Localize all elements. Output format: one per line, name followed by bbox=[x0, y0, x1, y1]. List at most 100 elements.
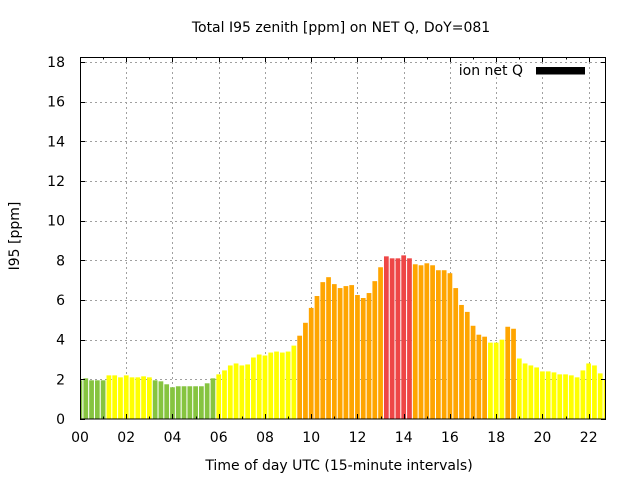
bar bbox=[303, 322, 308, 419]
bar bbox=[488, 342, 493, 419]
bar bbox=[464, 311, 470, 419]
bar bbox=[511, 328, 516, 419]
bar bbox=[80, 380, 83, 419]
bar bbox=[135, 377, 141, 419]
bar bbox=[256, 354, 262, 419]
y-tick-label: 18 bbox=[47, 55, 65, 71]
bar bbox=[563, 374, 568, 419]
y-tick-label: 2 bbox=[56, 372, 65, 388]
y-tick-label: 0 bbox=[56, 412, 65, 428]
x-tick-label: 00 bbox=[71, 430, 89, 446]
x-tick-label: 16 bbox=[441, 430, 459, 446]
bar bbox=[274, 351, 279, 419]
y-tick-label: 16 bbox=[47, 95, 65, 111]
bar bbox=[141, 376, 146, 419]
bar bbox=[118, 377, 123, 419]
bar bbox=[441, 270, 447, 419]
x-tick-label: 08 bbox=[256, 430, 274, 446]
bar bbox=[557, 374, 563, 419]
bar bbox=[175, 386, 181, 419]
bar bbox=[470, 325, 476, 419]
x-tick-label: 20 bbox=[533, 430, 551, 446]
bar bbox=[170, 387, 175, 419]
x-tick-label: 22 bbox=[580, 430, 598, 446]
bar bbox=[349, 285, 355, 419]
bar bbox=[233, 363, 239, 419]
bar bbox=[89, 380, 94, 419]
bar bbox=[123, 375, 129, 419]
bar bbox=[389, 258, 395, 419]
x-tick-label: 06 bbox=[210, 430, 228, 446]
bar bbox=[505, 326, 511, 419]
bar bbox=[268, 352, 274, 419]
bars bbox=[80, 255, 606, 419]
bar bbox=[436, 270, 441, 419]
bar bbox=[158, 381, 164, 419]
bar bbox=[216, 374, 222, 419]
bar bbox=[574, 377, 580, 419]
bar bbox=[568, 375, 574, 419]
x-tick-label: 12 bbox=[349, 430, 367, 446]
bar bbox=[320, 282, 326, 419]
bar bbox=[482, 336, 487, 419]
y-tick-labels: 0 2 4 6 8 10 12 14 16 18 bbox=[47, 55, 65, 428]
bar bbox=[366, 293, 372, 419]
bar bbox=[516, 358, 522, 419]
bar bbox=[401, 255, 407, 419]
legend: ion net Q bbox=[459, 63, 585, 79]
bar bbox=[534, 367, 540, 419]
bar bbox=[580, 370, 586, 419]
bar bbox=[395, 258, 401, 419]
bar bbox=[459, 304, 464, 419]
bar bbox=[326, 277, 331, 419]
x-tick-label: 10 bbox=[302, 430, 320, 446]
bar bbox=[222, 370, 227, 419]
y-axis-label: I95 [ppm] bbox=[7, 202, 23, 271]
bar bbox=[355, 295, 360, 419]
bar bbox=[603, 379, 606, 419]
bar bbox=[331, 284, 337, 419]
chart-title: Total I95 zenith [ppm] on NET Q, DoY=081 bbox=[191, 20, 490, 36]
bar bbox=[424, 263, 430, 419]
grid bbox=[80, 57, 606, 419]
bar bbox=[146, 377, 152, 419]
bar bbox=[181, 386, 187, 419]
bar bbox=[418, 265, 424, 419]
bar bbox=[597, 373, 603, 419]
bar bbox=[100, 380, 106, 419]
bar bbox=[239, 365, 245, 419]
legend-label: ion net Q bbox=[459, 63, 523, 79]
bar bbox=[337, 288, 343, 419]
x-tick-label: 02 bbox=[117, 430, 135, 446]
x-axis-label: Time of day UTC (15-minute intervals) bbox=[204, 458, 472, 474]
bar bbox=[407, 258, 412, 419]
y-tick-label: 10 bbox=[47, 214, 65, 230]
legend-swatch bbox=[536, 67, 585, 75]
y-tick-label: 6 bbox=[56, 293, 65, 309]
bar bbox=[372, 281, 378, 419]
bar bbox=[545, 371, 551, 419]
y-tick-label: 14 bbox=[47, 134, 65, 150]
bar bbox=[152, 380, 158, 419]
bar bbox=[499, 339, 505, 419]
bar bbox=[187, 386, 193, 419]
bar bbox=[314, 296, 320, 419]
bar bbox=[412, 264, 418, 419]
bar bbox=[279, 352, 285, 419]
bar bbox=[227, 365, 233, 419]
x-tick-labels: 00 02 04 06 08 10 12 14 16 18 20 22 bbox=[71, 430, 598, 446]
bar bbox=[129, 377, 135, 419]
bar bbox=[383, 256, 389, 419]
y-tick-label: 8 bbox=[56, 253, 65, 269]
bar bbox=[522, 363, 528, 419]
bar bbox=[251, 357, 256, 419]
bar bbox=[378, 267, 383, 419]
x-tick-label: 04 bbox=[164, 430, 182, 446]
bar bbox=[528, 365, 534, 419]
bar bbox=[297, 335, 303, 419]
bar bbox=[193, 386, 198, 419]
bar bbox=[204, 383, 210, 419]
bar bbox=[83, 378, 89, 419]
bar bbox=[360, 298, 366, 419]
